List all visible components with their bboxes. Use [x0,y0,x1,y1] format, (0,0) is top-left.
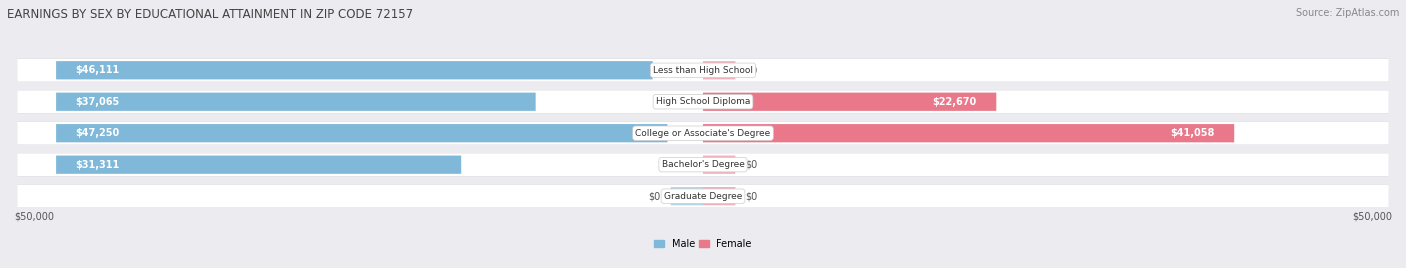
FancyBboxPatch shape [17,185,1389,207]
Text: Less than High School: Less than High School [652,66,754,75]
FancyBboxPatch shape [17,153,1389,176]
Legend: Male, Female: Male, Female [651,235,755,253]
FancyBboxPatch shape [17,153,1389,176]
Text: $47,250: $47,250 [76,128,120,138]
FancyBboxPatch shape [703,124,1234,142]
Text: Source: ZipAtlas.com: Source: ZipAtlas.com [1295,8,1399,18]
Text: $0: $0 [745,191,758,201]
FancyBboxPatch shape [703,61,735,79]
FancyBboxPatch shape [17,184,1389,208]
FancyBboxPatch shape [671,187,703,205]
Text: $0: $0 [648,191,661,201]
Text: $46,111: $46,111 [76,65,120,75]
FancyBboxPatch shape [703,155,735,174]
Text: Graduate Degree: Graduate Degree [664,192,742,201]
FancyBboxPatch shape [56,93,536,111]
Text: Bachelor's Degree: Bachelor's Degree [662,160,744,169]
Text: $0: $0 [745,65,758,75]
FancyBboxPatch shape [17,90,1389,113]
FancyBboxPatch shape [703,187,735,205]
Text: $37,065: $37,065 [76,97,120,107]
FancyBboxPatch shape [17,59,1389,81]
FancyBboxPatch shape [17,122,1389,144]
FancyBboxPatch shape [17,122,1389,145]
Text: $50,000: $50,000 [1353,212,1392,222]
Text: EARNINGS BY SEX BY EDUCATIONAL ATTAINMENT IN ZIP CODE 72157: EARNINGS BY SEX BY EDUCATIONAL ATTAINMEN… [7,8,413,21]
FancyBboxPatch shape [56,155,461,174]
Text: College or Associate's Degree: College or Associate's Degree [636,129,770,138]
FancyBboxPatch shape [17,90,1389,113]
FancyBboxPatch shape [17,59,1389,82]
FancyBboxPatch shape [56,61,652,79]
FancyBboxPatch shape [703,93,997,111]
Text: $22,670: $22,670 [932,97,977,107]
FancyBboxPatch shape [56,124,668,142]
Text: $31,311: $31,311 [76,160,120,170]
Text: High School Diploma: High School Diploma [655,97,751,106]
Text: $0: $0 [745,160,758,170]
Text: $41,058: $41,058 [1170,128,1215,138]
Text: $50,000: $50,000 [14,212,53,222]
